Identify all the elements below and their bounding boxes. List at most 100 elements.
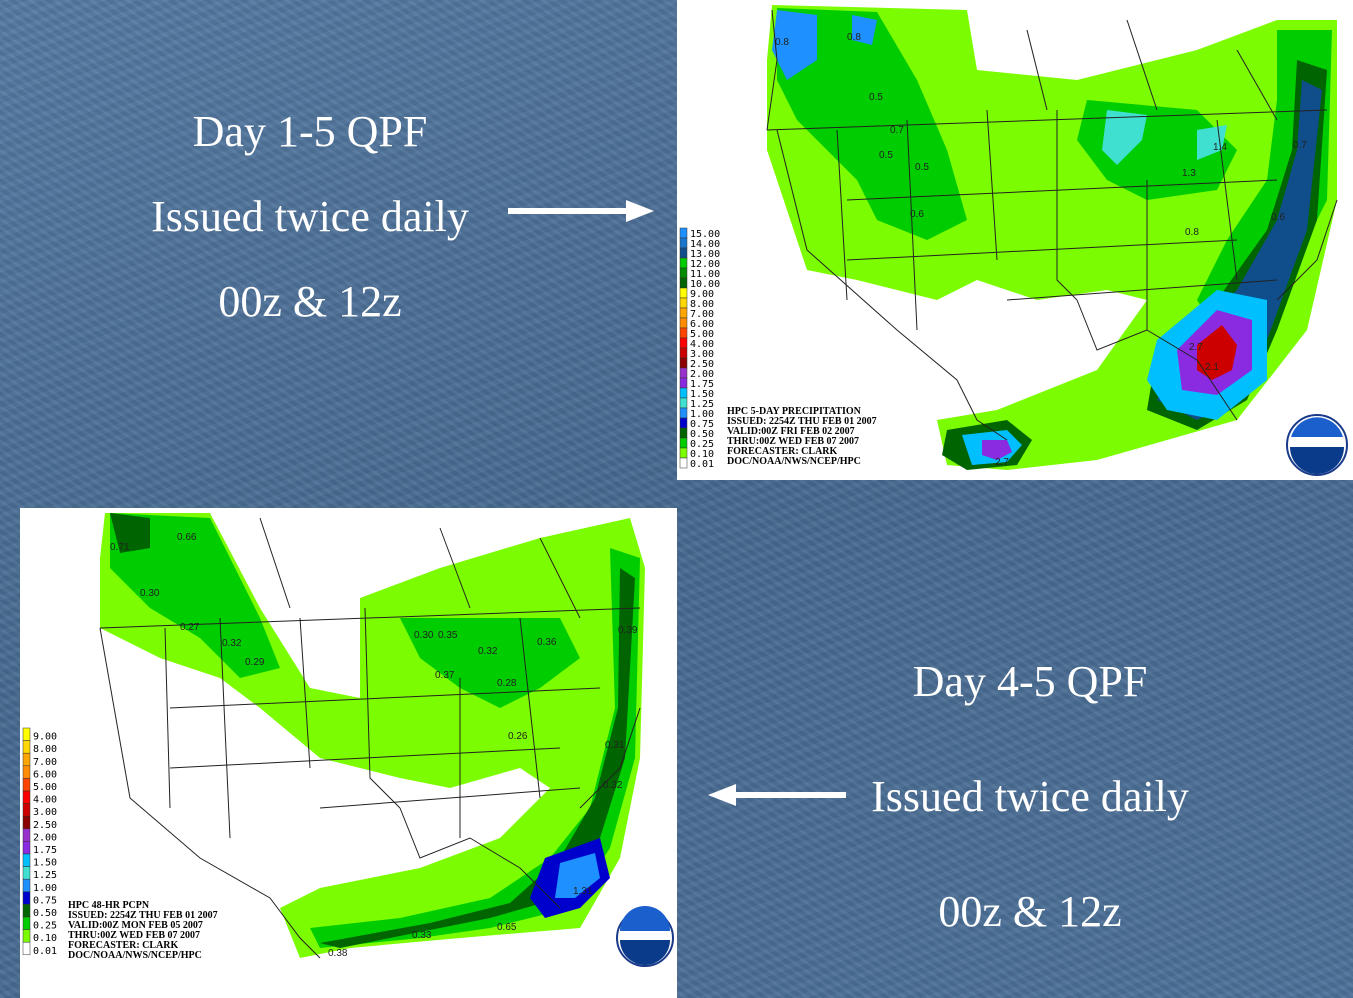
map-48hr-precipitation: 9.00 8.00 7.00 6.00 5.00 4.00 3.00 2.50 2.00 1.75… bbox=[20, 508, 677, 998]
svg-text:NOAA: NOAA bbox=[632, 932, 659, 942]
legend-label: 3.00 bbox=[690, 349, 714, 360]
bottom-caption-line2: Issued twice daily bbox=[871, 772, 1189, 821]
svg-text:0.7: 0.7 bbox=[1293, 140, 1307, 151]
legend-label: 5.00 bbox=[33, 782, 57, 793]
legend-label: 7.00 bbox=[33, 757, 57, 768]
top-caption-line3: 00z & 12z bbox=[218, 277, 402, 326]
legend-label: 1.25 bbox=[690, 399, 714, 410]
precip-shading bbox=[767, 5, 1337, 470]
legend-swatch bbox=[679, 457, 688, 469]
svg-text:0.29: 0.29 bbox=[245, 657, 265, 668]
svg-text:ISSUED: 2254Z THU FEB 01 2007: ISSUED: 2254Z THU FEB 01 2007 bbox=[727, 416, 877, 427]
legend-swatch bbox=[22, 803, 31, 817]
legend-label: 12.00 bbox=[690, 259, 720, 270]
svg-text:2.7: 2.7 bbox=[995, 457, 1009, 468]
legend-swatch bbox=[679, 347, 688, 359]
legend-swatch bbox=[679, 357, 688, 369]
legend-swatch bbox=[679, 427, 688, 439]
svg-text:0.7: 0.7 bbox=[890, 125, 904, 136]
svg-text:2.1: 2.1 bbox=[1205, 362, 1219, 373]
svg-text:THRU:00Z WED FEB 07 2007: THRU:00Z WED FEB 07 2007 bbox=[68, 930, 200, 941]
legend-swatch bbox=[22, 752, 31, 767]
svg-text:0.32: 0.32 bbox=[478, 646, 498, 657]
bottom-caption-line1: Day 4-5 QPF bbox=[912, 657, 1148, 706]
legend-label: 2.00 bbox=[33, 832, 57, 843]
svg-text:0.38: 0.38 bbox=[328, 948, 348, 959]
legend-label: 3.00 bbox=[33, 807, 57, 818]
left-arrow-icon bbox=[708, 784, 846, 806]
legend-swatch bbox=[679, 257, 688, 269]
svg-text:0.5: 0.5 bbox=[879, 150, 893, 161]
map-5day-precipitation: 15.00 14.00 13.00 12.00 11.00 10.00 9.00 8.00 7.… bbox=[677, 0, 1353, 480]
legend-48hr: 9.008.00 7.006.00 5.00 4.003.00 2.502.00 1.75… bbox=[22, 727, 57, 957]
legend-label: 6.00 bbox=[690, 319, 714, 330]
legend-swatch bbox=[22, 740, 31, 754]
legend-label: 0.25 bbox=[33, 921, 57, 932]
right-arrow-icon bbox=[508, 200, 654, 222]
legend-label: 14.00 bbox=[690, 239, 720, 250]
svg-text:FORECASTER: CLARK: FORECASTER: CLARK bbox=[727, 446, 838, 457]
legend-label: 15.00 bbox=[690, 229, 720, 240]
legend-swatch bbox=[679, 307, 688, 319]
svg-text:0.31: 0.31 bbox=[605, 740, 625, 751]
legend-label: 13.00 bbox=[690, 249, 720, 260]
legend-swatch bbox=[679, 227, 688, 239]
svg-text:0.30: 0.30 bbox=[414, 630, 434, 641]
precip-values-5day: 0.8 0.8 0.5 0.7 0.5 0.5 0.6 1.4 1.3 0.7 … bbox=[775, 32, 1307, 468]
svg-text:0.36: 0.36 bbox=[537, 637, 557, 648]
legend-swatch bbox=[679, 417, 688, 429]
svg-text:0.26: 0.26 bbox=[508, 731, 528, 742]
legend-label: 0.75 bbox=[690, 419, 714, 430]
legend-swatch bbox=[679, 247, 688, 259]
noaa-logo: NOAA bbox=[1286, 414, 1348, 476]
legend-label: 0.50 bbox=[33, 908, 57, 919]
map-boundaries bbox=[766, 9, 1338, 441]
legend-swatch bbox=[679, 367, 688, 379]
svg-text:0.30: 0.30 bbox=[140, 588, 160, 599]
legend-label: 4.00 bbox=[33, 795, 57, 806]
legend-label: 0.50 bbox=[690, 429, 714, 440]
legend-swatch bbox=[22, 853, 31, 867]
svg-text:0.5: 0.5 bbox=[869, 92, 883, 103]
legend-label: 2.50 bbox=[690, 359, 714, 370]
legend-label: 8.00 bbox=[33, 744, 57, 755]
svg-text:HPC 48-HR PCPN: HPC 48-HR PCPN bbox=[68, 900, 150, 911]
legend-label: 2.00 bbox=[690, 369, 714, 380]
legend-label: 9.00 bbox=[690, 289, 714, 300]
svg-text:1.3: 1.3 bbox=[1182, 168, 1196, 179]
bottom-caption-line3: 00z & 12z bbox=[938, 887, 1122, 936]
svg-text:1.4: 1.4 bbox=[1213, 142, 1227, 153]
legend-swatch bbox=[679, 287, 688, 299]
legend-label: 4.00 bbox=[690, 339, 714, 350]
legend-swatch bbox=[679, 317, 688, 329]
svg-text:0.6: 0.6 bbox=[1271, 212, 1285, 223]
legend-swatch bbox=[22, 815, 31, 830]
svg-text:0.32: 0.32 bbox=[222, 638, 242, 649]
info-48hr: HPC 48-HR PCPN ISSUED: 2254Z THU FEB 01 … bbox=[68, 900, 218, 961]
legend-label: 11.00 bbox=[690, 269, 720, 280]
svg-text:0.8: 0.8 bbox=[775, 37, 789, 48]
legend-swatch bbox=[679, 397, 688, 409]
svg-text:0.5: 0.5 bbox=[915, 162, 929, 173]
legend-label: 0.01 bbox=[33, 946, 57, 957]
top-caption-line1: Day 1-5 QPF bbox=[192, 107, 428, 156]
svg-text:DOC/NOAA/NWS/NCEP/HPC: DOC/NOAA/NWS/NCEP/HPC bbox=[68, 950, 202, 961]
svg-text:FORECASTER: CLARK: FORECASTER: CLARK bbox=[68, 940, 179, 951]
noaa-logo: NOAA bbox=[616, 906, 674, 967]
legend-swatch bbox=[22, 765, 31, 779]
legend-label: 1.25 bbox=[33, 870, 57, 881]
legend-label: 0.10 bbox=[33, 933, 57, 944]
legend-label: 7.00 bbox=[690, 309, 714, 320]
svg-text:0.27: 0.27 bbox=[180, 622, 200, 633]
legend-swatch bbox=[22, 778, 31, 792]
legend-swatch bbox=[22, 941, 31, 956]
legend-5day: 15.0014.0013.0012.0011.0010.009.008.007.… bbox=[679, 227, 720, 470]
legend-swatch bbox=[22, 916, 31, 930]
svg-text:VALID:00Z FRI FEB 02 2007: VALID:00Z FRI FEB 02 2007 bbox=[727, 426, 855, 437]
svg-text:0.66: 0.66 bbox=[177, 532, 197, 543]
legend-label: 0.01 bbox=[690, 459, 714, 470]
legend-swatch bbox=[22, 866, 31, 880]
svg-text:0.8: 0.8 bbox=[847, 32, 861, 43]
legend-swatch bbox=[22, 841, 31, 855]
svg-text:0.35: 0.35 bbox=[438, 630, 458, 641]
